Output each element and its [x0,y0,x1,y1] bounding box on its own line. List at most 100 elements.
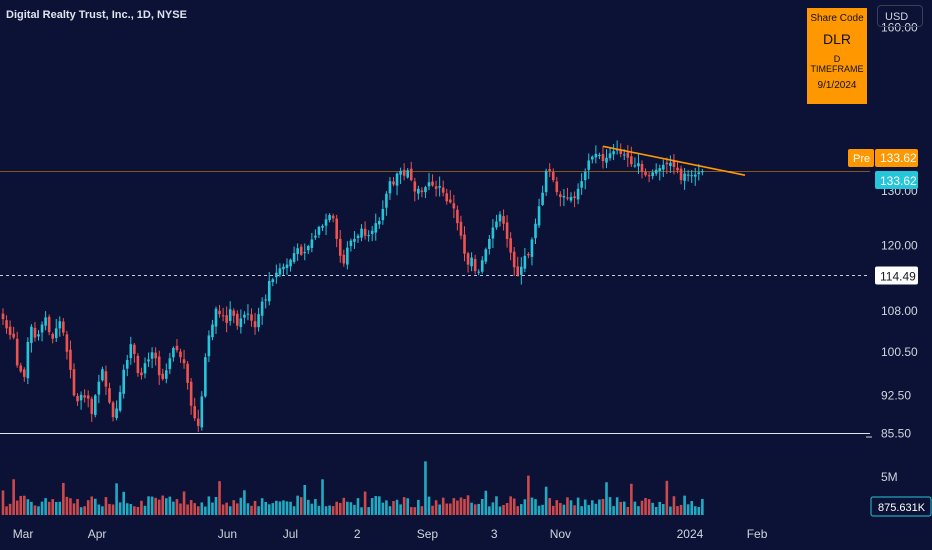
candle-body [260,301,264,316]
candle-body [502,216,505,224]
volume-bar [90,496,94,515]
volume-bar [569,500,573,515]
volume-bar [338,502,342,515]
volume-bar [125,503,129,515]
candle-body [420,190,424,193]
volume-bar [165,498,168,515]
candle-body [72,369,76,396]
volume-bar [466,495,470,515]
volume-bar [253,500,257,515]
candle-body [122,369,125,394]
volume-bar [140,500,143,515]
trendline-group[interactable] [602,145,746,176]
volume-bar [381,502,385,515]
candle-body [399,170,402,175]
volume-bar [12,479,15,515]
volume-bar [168,496,172,515]
candle-body [477,271,480,273]
candle-body [236,313,239,326]
candle-body [133,344,136,354]
candle-body [378,220,381,225]
volume-bar [484,490,488,515]
candle-body [307,246,310,251]
volume-bar [498,506,502,515]
candle-body [349,240,353,247]
candle-body [647,175,651,177]
currency-button[interactable]: USD [877,5,923,27]
candle-body [250,314,253,321]
candle-body [101,369,104,381]
volume-tick-label: 5M [881,470,898,484]
volume-bar [271,503,275,515]
candle-body [466,253,470,265]
candle-body [239,318,243,328]
volume-bar [310,503,314,515]
volume-bar [640,500,644,515]
candle-body [363,228,367,236]
candle-body [51,333,54,339]
candle-body [79,394,83,401]
candle-body [172,347,175,358]
candle-body [612,151,615,155]
candle-body [388,181,392,194]
candle-body [452,203,456,209]
volume-bar [346,501,349,515]
volume-bar [633,501,637,515]
volume-bar [374,496,378,515]
volume-bar [207,496,211,515]
candle-body [413,181,417,192]
time-axis-label: 2024 [677,527,704,541]
volume-bar [264,501,267,515]
volume-bar [399,504,402,515]
candle-body [640,163,644,172]
volume-bar [54,501,58,515]
candle-body [356,235,360,238]
volume-bar [676,506,679,515]
candle-body [292,253,296,262]
volume-bar [608,497,612,515]
candle-body [296,248,299,254]
volume-bar [154,497,157,515]
candle-body [619,149,622,154]
candle-body [243,314,246,318]
candle-body [534,223,537,239]
volume-bar [395,499,399,515]
volume-bar [1,490,5,515]
candle-body [353,238,356,242]
candle-body [633,165,637,167]
volume-bar [480,498,484,515]
share-code-label: Share Code [810,13,864,24]
volume-bar [424,461,427,515]
volume-bar [541,504,544,515]
time-axis[interactable]: Mar Apr Jun Jul 2 Sep 3 Nov 2024 Feb [13,527,768,541]
time-axis-label: Feb [747,527,768,541]
candle-body [367,235,370,237]
candle-body [314,235,317,238]
candle-body [470,257,473,267]
candle-body [168,358,172,370]
volume-bar [477,503,480,515]
candle-body [211,324,214,338]
volume-bar [218,481,221,515]
volume-bar [587,505,591,515]
volume-bar [360,507,363,515]
volume-bar [523,499,527,515]
candle-body [346,247,349,265]
volume-bar [342,497,346,515]
candle-body [573,196,576,199]
volume-bar [654,506,658,515]
candle-body [157,356,161,376]
volume-bar [516,506,520,515]
volume-bar [47,501,51,515]
volume-bar [512,498,516,515]
volume-bar [697,506,701,515]
volume-bar [246,503,250,515]
candle-body [463,234,466,254]
candle-body [83,395,86,398]
candle-body [385,193,388,208]
chart-title: Digital Realty Trust, Inc., 1D, NYSE [6,9,187,21]
candle-body [143,363,147,374]
volume-bar [193,503,196,515]
volume-bar [505,503,509,515]
